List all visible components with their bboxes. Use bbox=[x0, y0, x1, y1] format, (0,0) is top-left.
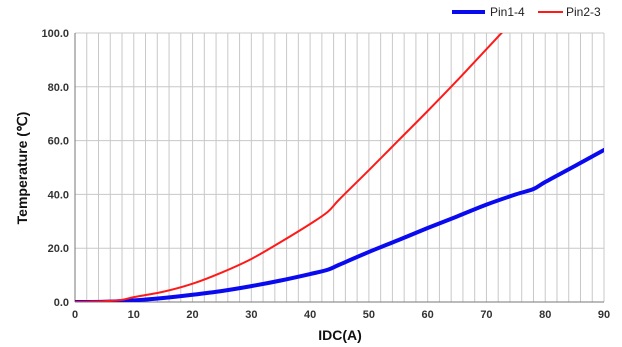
series-line-pin2-3 bbox=[75, 33, 503, 302]
y-tick-label: 20.0 bbox=[48, 243, 69, 255]
series-line-pin1-4 bbox=[75, 148, 604, 302]
x-tick-label: 60 bbox=[422, 309, 434, 321]
y-tick-label: 0.0 bbox=[54, 297, 69, 309]
y-tick-label: 60.0 bbox=[48, 136, 69, 148]
legend: Pin1-4 Pin2-3 bbox=[452, 5, 601, 19]
x-tick-label: 90 bbox=[598, 309, 610, 321]
legend-label-pin1-4: Pin1-4 bbox=[490, 5, 525, 19]
x-tick-label: 70 bbox=[480, 309, 492, 321]
x-tick-label: 10 bbox=[128, 309, 140, 321]
x-axis-label: IDC(A) bbox=[318, 327, 362, 343]
x-tick-label: 40 bbox=[304, 309, 316, 321]
y-tick-label: 100.0 bbox=[41, 28, 69, 40]
series-lines bbox=[75, 33, 604, 302]
x-tick-label: 20 bbox=[186, 309, 198, 321]
y-tick-label: 40.0 bbox=[48, 189, 69, 201]
legend-label-pin2-3: Pin2-3 bbox=[566, 5, 601, 19]
y-axis-label: Temperature (℃) bbox=[14, 112, 30, 225]
x-tick-label: 80 bbox=[539, 309, 551, 321]
x-tick-label: 0 bbox=[72, 309, 78, 321]
axes bbox=[74, 33, 604, 303]
y-tick-label: 80.0 bbox=[48, 82, 69, 94]
grid bbox=[75, 32, 605, 302]
tick-labels: 0 10 20 30 40 50 60 70 80 90 0.0 20.0 40.0 60.0 80.0 10… bbox=[41, 28, 610, 321]
x-tick-label: 50 bbox=[363, 309, 375, 321]
x-tick-label: 30 bbox=[245, 309, 257, 321]
